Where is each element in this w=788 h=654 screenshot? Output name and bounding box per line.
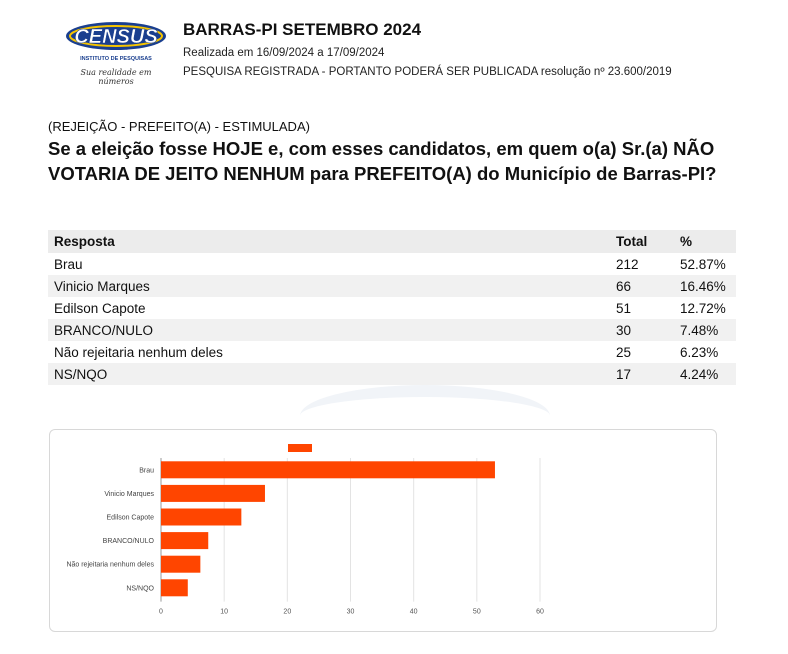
cell-percent: 7.48% bbox=[674, 319, 736, 341]
category-label: Edilson Capote bbox=[107, 515, 155, 522]
bar-3 bbox=[161, 532, 209, 550]
x-tick-label: 0 bbox=[159, 609, 163, 616]
x-tick-label: 60 bbox=[536, 609, 544, 616]
survey-dates: Realizada em 16/09/2024 a 17/09/2024 bbox=[183, 47, 385, 59]
cell-total: 212 bbox=[616, 256, 639, 272]
category-label: Vinicio Marques bbox=[104, 491, 154, 498]
table-row: BRANCO/NULO 30 7.48% bbox=[48, 319, 736, 341]
cell-resposta: Vinicio Marques bbox=[48, 275, 610, 297]
cell-resposta: Edilson Capote bbox=[54, 300, 146, 316]
category-label: BRANCO/NULO bbox=[103, 538, 155, 545]
cell-percent: 4.24% bbox=[674, 363, 736, 385]
question-tag: (REJEIÇÃO - PREFEITO(A) - ESTIMULADA) bbox=[48, 119, 310, 134]
bar-0 bbox=[161, 461, 495, 479]
bar-2 bbox=[161, 508, 242, 526]
cell-total: 17 bbox=[610, 363, 674, 385]
question-text: Se a eleição fosse HOJE e, com esses can… bbox=[48, 138, 717, 184]
header-percent: % bbox=[674, 230, 736, 253]
cell-resposta: Brau bbox=[54, 256, 83, 272]
category-label: NS/NQO bbox=[126, 585, 154, 592]
cell-percent: 52.87% bbox=[680, 256, 726, 272]
x-tick-label: 20 bbox=[283, 609, 291, 616]
x-tick-label: 10 bbox=[220, 609, 228, 616]
x-tick-label: 30 bbox=[347, 609, 355, 616]
table-row: Edilson Capote 51 12.72% bbox=[48, 297, 736, 319]
census-logo-icon: CENSUS INSTITUTO DE PESQUISAS bbox=[66, 22, 166, 62]
table-header-row: Resposta Total % bbox=[48, 230, 736, 253]
category-label: Não rejeitaria nenhum deles bbox=[66, 562, 154, 569]
report-title: BARRAS-PI SETEMBRO 2024 bbox=[183, 20, 422, 39]
bar-1 bbox=[161, 484, 265, 502]
category-label: Brau bbox=[139, 467, 154, 474]
results-table: Resposta Total % Brau 212 52.87% Vinicio… bbox=[48, 230, 736, 385]
bar-5 bbox=[161, 579, 188, 597]
table-row: Brau 212 52.87% bbox=[48, 253, 736, 275]
header-total: Total bbox=[610, 230, 674, 253]
registration-note: PESQUISA REGISTRADA - PORTANTO PODERÁ SE… bbox=[183, 66, 672, 78]
logo-subtext: INSTITUTO DE PESQUISAS bbox=[80, 56, 152, 62]
x-tick-label: 40 bbox=[410, 609, 418, 616]
legend-swatch bbox=[288, 444, 312, 452]
rejection-bar-chart: 0 10 20 30 40 50 60 Brau Vinicio Marques Edilson … bbox=[49, 429, 717, 632]
table-row: NS/NQO 17 4.24% bbox=[48, 363, 736, 385]
cell-percent: 6.23% bbox=[680, 344, 719, 360]
cell-percent: 16.46% bbox=[674, 275, 736, 297]
header-resposta: Resposta bbox=[48, 230, 610, 253]
cell-total: 30 bbox=[610, 319, 674, 341]
chart-canvas: 0 10 20 30 40 50 60 Brau Vinicio Marques Edilson … bbox=[66, 444, 544, 616]
cell-percent: 12.72% bbox=[680, 300, 726, 316]
cell-total: 51 bbox=[616, 300, 632, 316]
cell-total: 25 bbox=[616, 344, 632, 360]
logo-slogan: Sua realidade em números bbox=[80, 68, 152, 86]
cell-resposta: Não rejeitaria nenhum deles bbox=[54, 344, 223, 360]
bar-4 bbox=[161, 555, 201, 573]
cell-resposta: NS/NQO bbox=[48, 363, 610, 385]
logo-text: CENSUS bbox=[74, 26, 158, 48]
x-tick-label: 50 bbox=[473, 609, 481, 616]
census-logo: CENSUS INSTITUTO DE PESQUISAS Sua realid… bbox=[62, 16, 170, 86]
table-row: Vinicio Marques 66 16.46% bbox=[48, 275, 736, 297]
table-row: Não rejeitaria nenhum deles 25 6.23% bbox=[48, 341, 736, 363]
cell-total: 66 bbox=[610, 275, 674, 297]
cell-resposta: BRANCO/NULO bbox=[48, 319, 610, 341]
